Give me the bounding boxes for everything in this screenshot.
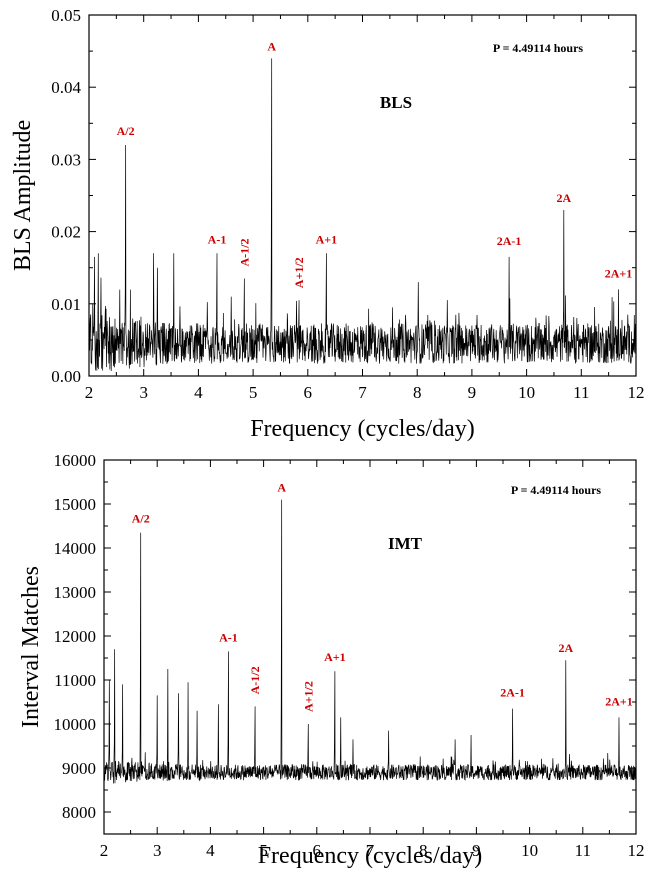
x-tick-label: 12 bbox=[628, 841, 645, 860]
imt-panel: 2 3 4 5 6 7 8 9 10 11 12 8000 9000 10000 11000 12000 130… bbox=[18, 451, 645, 869]
y-tick-label: 0.03 bbox=[51, 150, 81, 169]
y-tick-label: 16000 bbox=[54, 451, 97, 470]
bls-panel: 2 3 4 5 6 7 8 9 10 11 12 0.00 0.01 0.02 0.03 0.04 0.05 Fr… bbox=[10, 6, 645, 442]
peak-label: A bbox=[267, 39, 276, 53]
x-axis-label: Frequency (cycles/day) bbox=[250, 416, 475, 442]
peak-label: A-1 bbox=[219, 630, 238, 644]
peak-label: 2A+1 bbox=[605, 266, 633, 280]
panel-label: BLS bbox=[380, 93, 412, 112]
y-tick-label: 13000 bbox=[54, 583, 97, 602]
peak-label: 2A bbox=[558, 641, 573, 655]
x-tick-label: 2 bbox=[85, 383, 94, 402]
x-tick-label: 11 bbox=[575, 841, 591, 860]
peak-label: A+1/2 bbox=[301, 681, 315, 712]
x-tick-label: 12 bbox=[628, 383, 645, 402]
panel-label: IMT bbox=[388, 534, 423, 553]
x-tick-label: 7 bbox=[358, 383, 367, 402]
x-tick-label: 5 bbox=[259, 841, 268, 860]
y-tick-label: 0.05 bbox=[51, 6, 81, 25]
y-tick-label: 14000 bbox=[54, 539, 97, 558]
y-tick-label: 8000 bbox=[62, 803, 96, 822]
peak-label: 2A bbox=[556, 191, 571, 205]
x-tick-label: 11 bbox=[573, 383, 589, 402]
peak-label: A-1 bbox=[208, 232, 227, 246]
peak-label: A/2 bbox=[117, 124, 135, 138]
y-tick-label: 10000 bbox=[54, 715, 97, 734]
peak-label: A+1 bbox=[324, 650, 346, 664]
y-axis-label: Interval Matches bbox=[18, 566, 44, 728]
x-tick-label: 3 bbox=[153, 841, 162, 860]
y-tick-label: 0.01 bbox=[51, 295, 81, 314]
peak-label: 2A-1 bbox=[497, 234, 522, 248]
peak-label: A-1/2 bbox=[237, 239, 251, 267]
y-tick-label: 0.00 bbox=[51, 367, 81, 386]
x-tick-label: 6 bbox=[313, 841, 322, 860]
x-tick-label: 10 bbox=[521, 841, 538, 860]
x-tick-label: 7 bbox=[366, 841, 375, 860]
x-tick-label: 4 bbox=[206, 841, 215, 860]
y-tick-label: 0.04 bbox=[51, 78, 81, 97]
x-tick-label: 5 bbox=[249, 383, 258, 402]
peak-label: 2A+1 bbox=[605, 694, 633, 708]
peak-label: A bbox=[277, 481, 286, 495]
x-axis-label: Frequency (cycles/day) bbox=[258, 843, 483, 869]
x-tick-label: 4 bbox=[194, 383, 203, 402]
y-tick-label: 11000 bbox=[54, 671, 96, 690]
x-tick-label: 3 bbox=[139, 383, 148, 402]
x-tick-label: 8 bbox=[413, 383, 422, 402]
x-tick-label: 8 bbox=[419, 841, 428, 860]
peak-label: A+1/2 bbox=[292, 257, 306, 288]
signal-line bbox=[103, 499, 637, 784]
x-tick-label: 2 bbox=[100, 841, 109, 860]
x-tick-label: 6 bbox=[304, 383, 313, 402]
y-tick-label: 12000 bbox=[54, 627, 97, 646]
signal-line bbox=[88, 58, 637, 372]
peak-label: A-1/2 bbox=[248, 666, 262, 694]
peak-label: A/2 bbox=[132, 512, 150, 526]
y-tick-label: 0.02 bbox=[51, 223, 81, 242]
peak-label: 2A-1 bbox=[500, 686, 525, 700]
plot-frame bbox=[88, 14, 637, 377]
y-axis-label: BLS Amplitude bbox=[10, 120, 36, 271]
y-tick-label: 9000 bbox=[62, 759, 96, 778]
period-annotation: P = 4.49114 hours bbox=[511, 483, 602, 497]
period-annotation: P = 4.49114 hours bbox=[493, 41, 584, 55]
y-tick-label: 15000 bbox=[54, 495, 97, 514]
x-tick-label: 9 bbox=[468, 383, 477, 402]
x-tick-label: 9 bbox=[472, 841, 481, 860]
x-tick-label: 10 bbox=[518, 383, 535, 402]
peak-label: A+1 bbox=[316, 232, 338, 246]
